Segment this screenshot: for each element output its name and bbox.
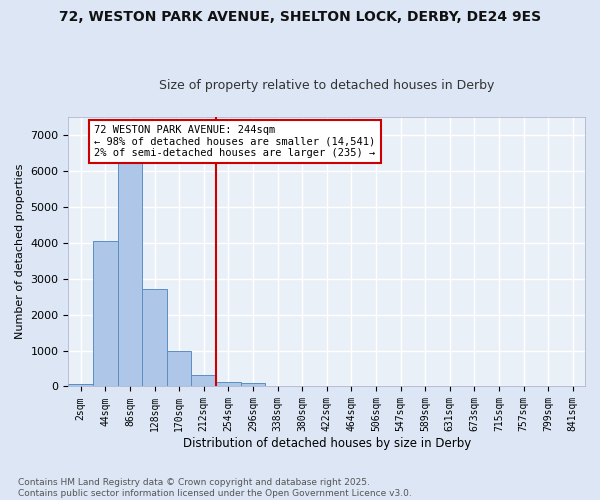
- Y-axis label: Number of detached properties: Number of detached properties: [15, 164, 25, 340]
- Bar: [216, 382, 241, 386]
- Text: 72 WESTON PARK AVENUE: 244sqm
← 98% of detached houses are smaller (14,541)
2% o: 72 WESTON PARK AVENUE: 244sqm ← 98% of d…: [94, 125, 376, 158]
- Text: 72, WESTON PARK AVENUE, SHELTON LOCK, DERBY, DE24 9ES: 72, WESTON PARK AVENUE, SHELTON LOCK, DE…: [59, 10, 541, 24]
- Bar: [93, 241, 118, 386]
- Text: Contains HM Land Registry data © Crown copyright and database right 2025.
Contai: Contains HM Land Registry data © Crown c…: [18, 478, 412, 498]
- Bar: [118, 148, 142, 386]
- Title: Size of property relative to detached houses in Derby: Size of property relative to detached ho…: [159, 79, 494, 92]
- Bar: [68, 384, 93, 386]
- Bar: [142, 290, 167, 386]
- Bar: [191, 375, 216, 386]
- X-axis label: Distribution of detached houses by size in Derby: Distribution of detached houses by size …: [182, 437, 471, 450]
- Bar: [241, 383, 265, 386]
- Bar: [167, 352, 191, 386]
